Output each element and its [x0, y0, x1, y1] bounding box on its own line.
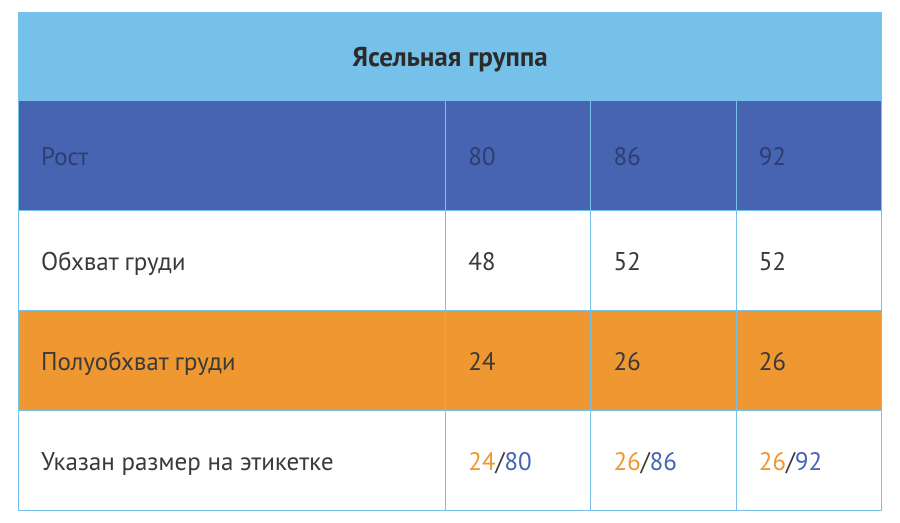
- row-label: Указан размер на этикетке: [19, 411, 446, 511]
- row-value: 48: [446, 211, 591, 311]
- header-label: Рост: [19, 101, 446, 211]
- row-value: 52: [736, 211, 881, 311]
- size-fraction-b: 80: [504, 445, 531, 477]
- table-title: Ясельная группа: [19, 13, 882, 101]
- header-value: 80: [446, 101, 591, 211]
- title-row: Ясельная группа: [19, 13, 882, 101]
- row-value: 26: [591, 311, 736, 411]
- size-fraction: 26/86: [613, 445, 676, 477]
- row-label: Обхват груди: [19, 211, 446, 311]
- label-size-row: Указан размер на этикетке 24/80 26/86 26…: [19, 411, 882, 511]
- size-fraction-a: 24: [468, 445, 495, 477]
- header-row: Рост 80 86 92: [19, 101, 882, 211]
- header-value: 92: [736, 101, 881, 211]
- row-value: 24/80: [446, 411, 591, 511]
- row-value: 26/92: [736, 411, 881, 511]
- table-row: Обхват груди 48 52 52: [19, 211, 882, 311]
- size-table: Ясельная группа Рост 80 86 92 Обхват гру…: [18, 12, 882, 511]
- size-fraction: 24/80: [468, 445, 531, 477]
- size-fraction-a: 26: [613, 445, 640, 477]
- row-value: 26: [736, 311, 881, 411]
- row-value: 52: [591, 211, 736, 311]
- size-fraction: 26/92: [759, 445, 822, 477]
- size-fraction-a: 26: [759, 445, 786, 477]
- size-fraction-b: 92: [795, 445, 822, 477]
- row-value: 26/86: [591, 411, 736, 511]
- row-label: Полуобхват груди: [19, 311, 446, 411]
- header-value: 86: [591, 101, 736, 211]
- table-row: Полуобхват груди 24 26 26: [19, 311, 882, 411]
- row-value: 24: [446, 311, 591, 411]
- size-fraction-b: 86: [650, 445, 677, 477]
